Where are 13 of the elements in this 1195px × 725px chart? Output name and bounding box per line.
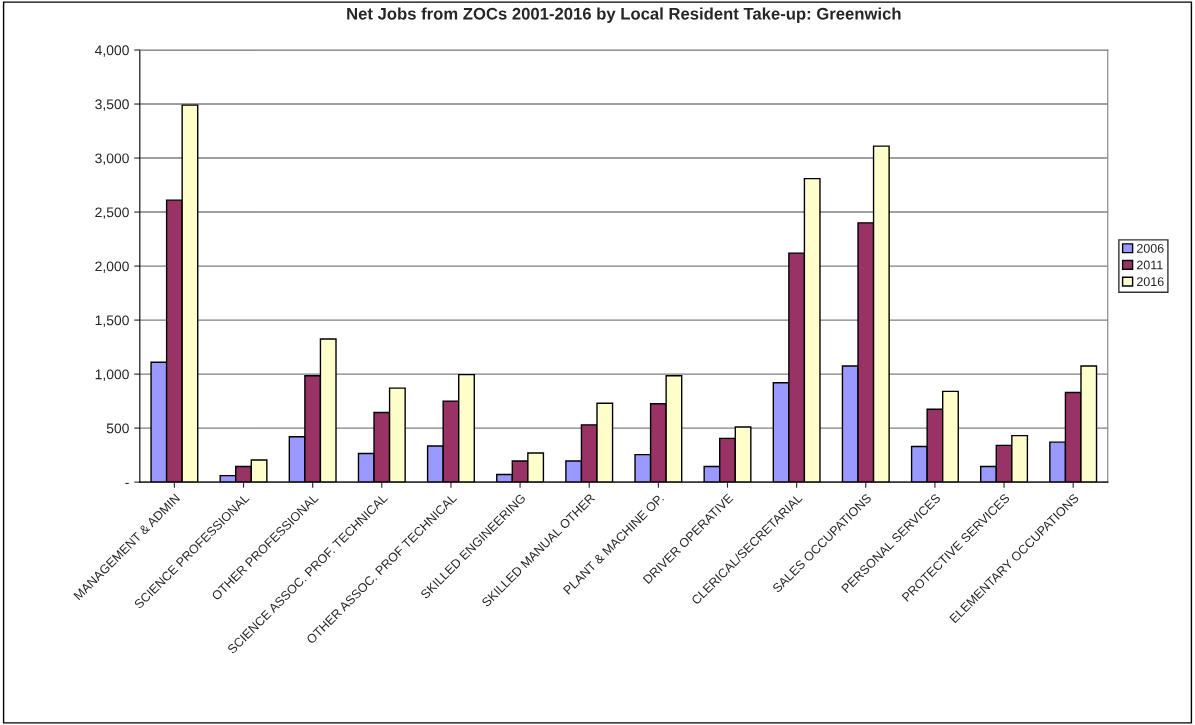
- legend-label: 2011: [1136, 260, 1163, 270]
- y-tick-label: 3,500: [95, 99, 129, 111]
- y-tick-label: 500: [106, 423, 129, 434]
- y-tick-label: -: [125, 482, 129, 485]
- y-tick-label: 1,500: [95, 315, 129, 327]
- chart-title: Net Jobs from ZOCs 2001-2016 by Local Resident Take-up: Greenwich: [347, 7, 901, 23]
- legend-label: 2006: [1136, 243, 1164, 253]
- legend-label: 2016: [1136, 277, 1164, 287]
- y-tick-label: 2,500: [95, 207, 129, 219]
- y-tick-label: 3,000: [95, 153, 129, 165]
- y-tick-label: 2,000: [95, 261, 129, 273]
- y-tick-label: 4,000: [94, 45, 129, 57]
- y-tick-label: 1,000: [95, 369, 129, 381]
